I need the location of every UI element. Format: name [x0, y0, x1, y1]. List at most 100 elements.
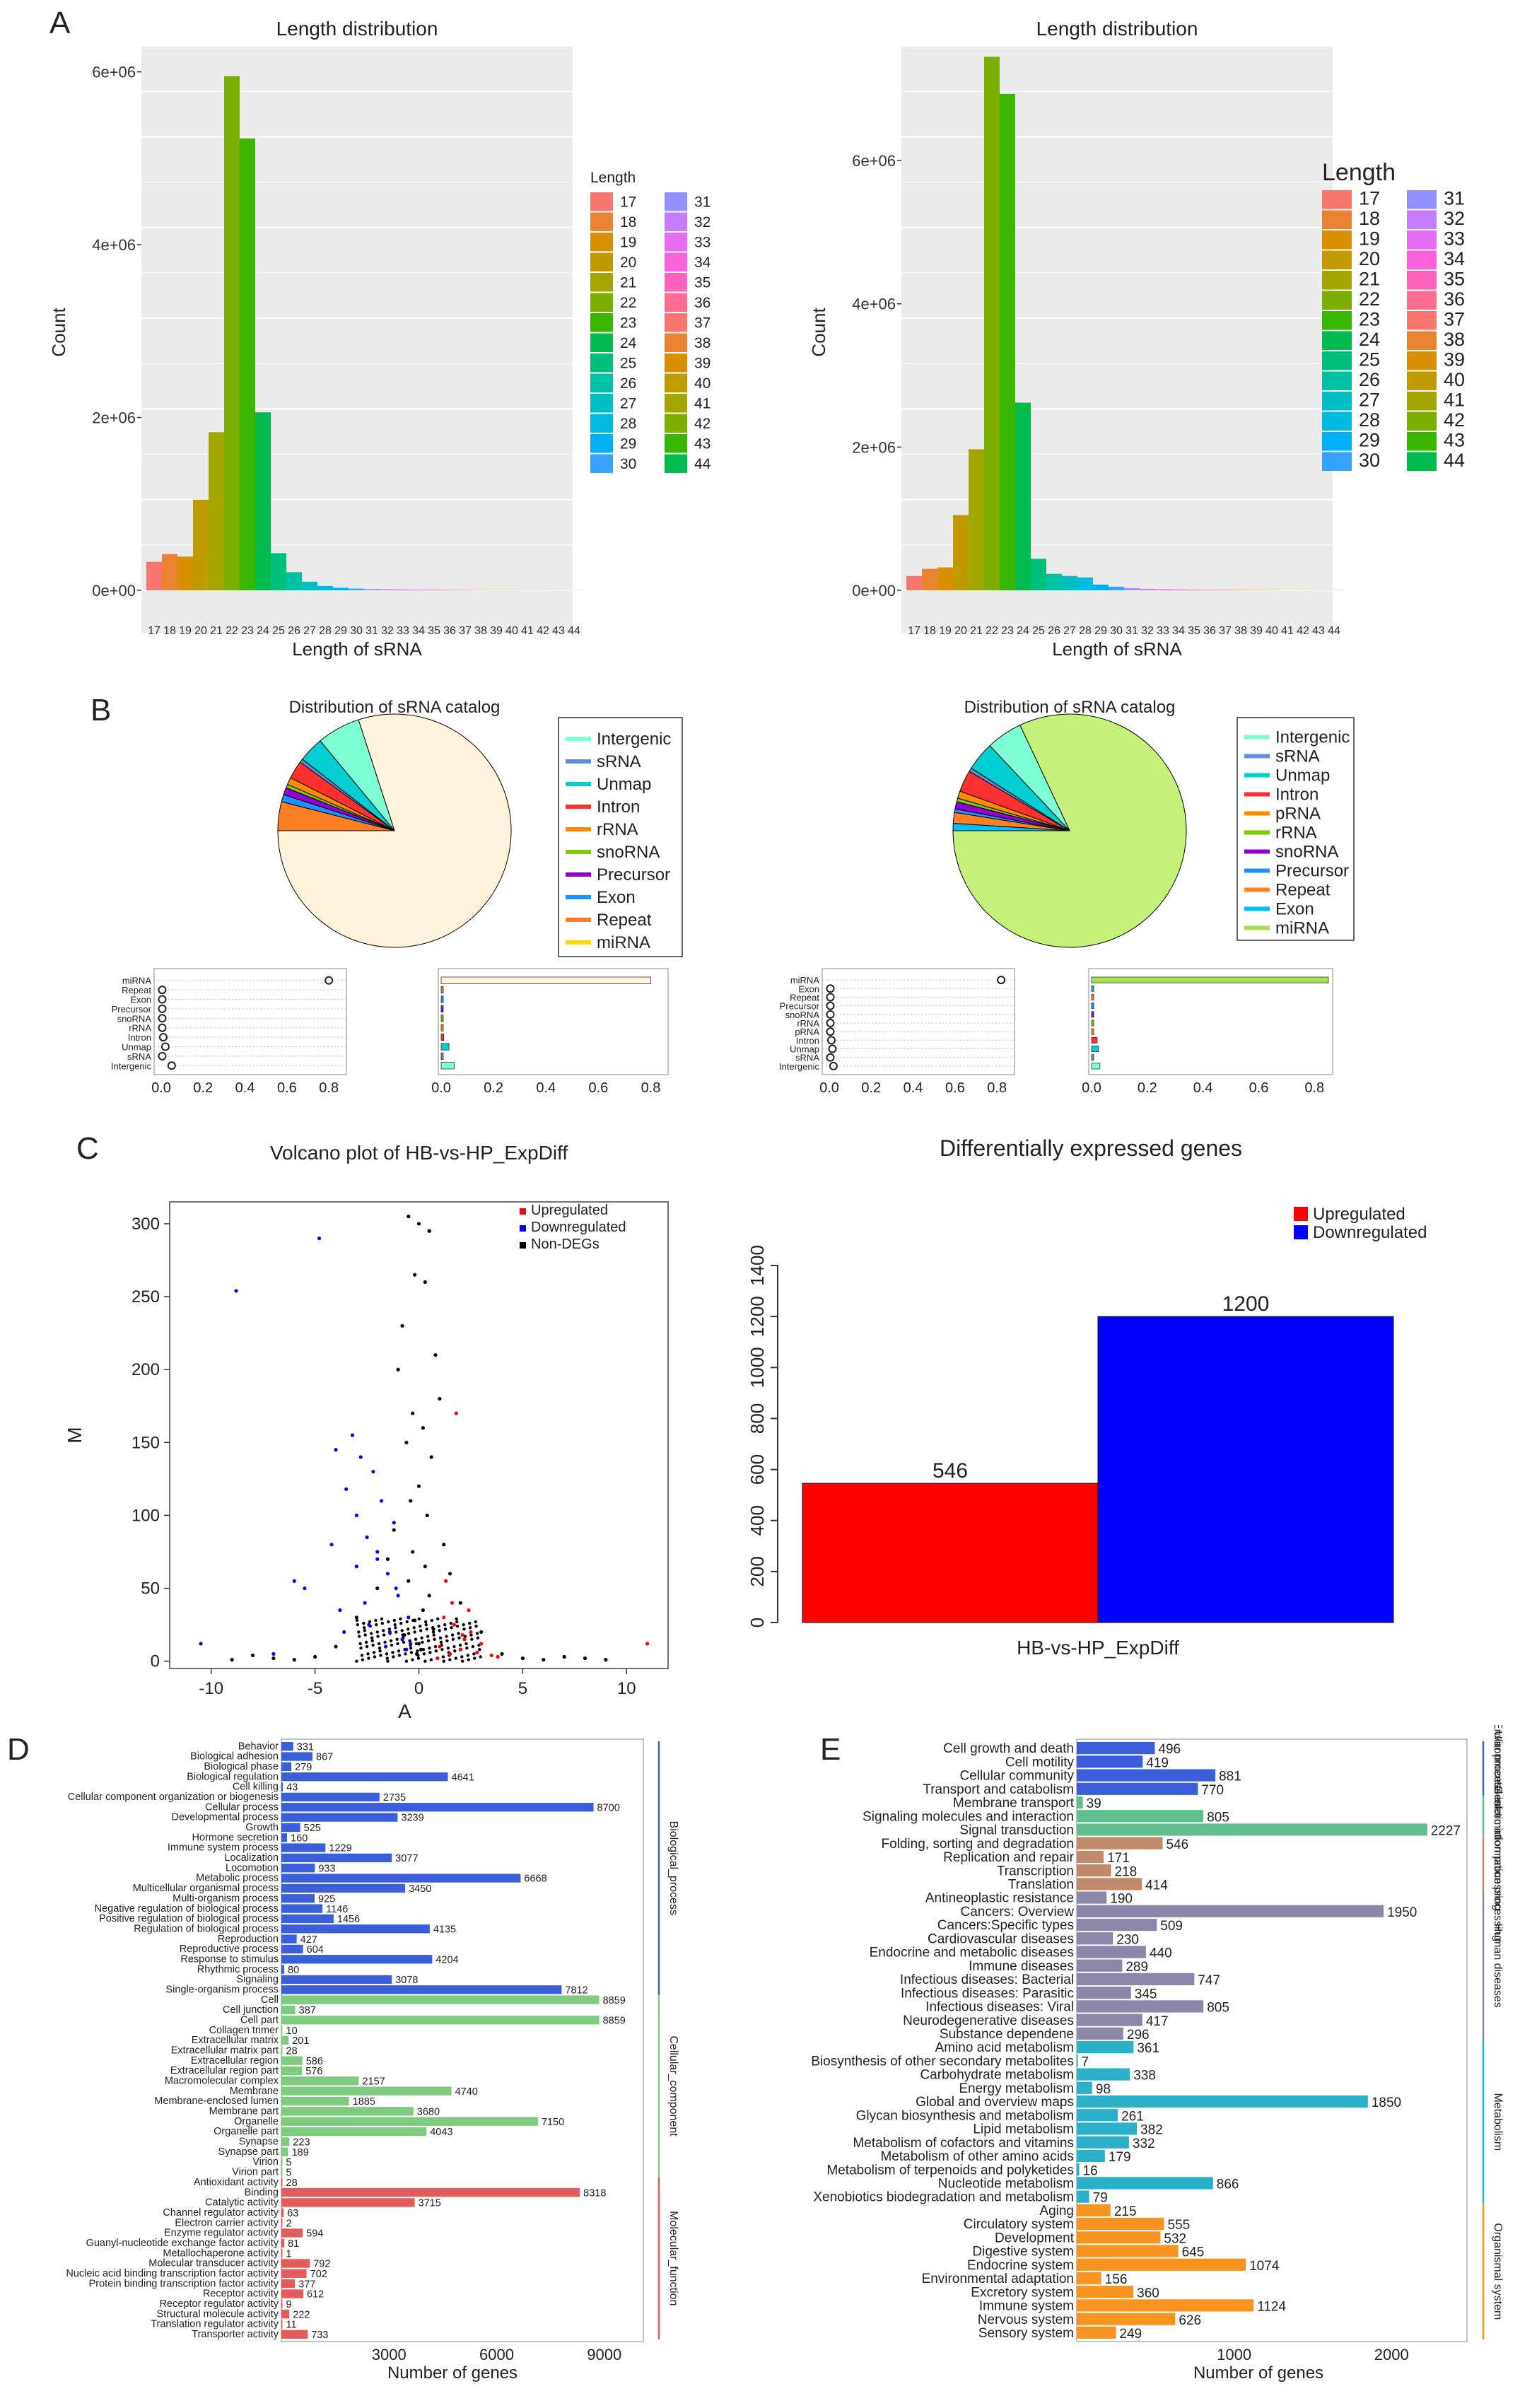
point — [420, 1636, 423, 1640]
x-axis-label: Length of sRNA — [1052, 638, 1182, 660]
category-label: Organelle — [234, 2116, 279, 2127]
bar-value-label: 3680 — [417, 2107, 440, 2118]
point — [438, 1636, 443, 1640]
x-tick-label: 34 — [1172, 625, 1185, 637]
point — [250, 1653, 255, 1658]
category-label: Collagen trimer — [209, 2025, 279, 2036]
bar — [1091, 1063, 1101, 1070]
point — [443, 1627, 448, 1631]
dot-category-label: Unmap — [122, 1042, 151, 1053]
category-label: Synapse — [239, 2137, 279, 2148]
bar — [281, 1864, 315, 1873]
bar — [281, 2320, 283, 2329]
bar — [1077, 1755, 1143, 1768]
bar — [1091, 993, 1094, 1000]
legend-swatch — [1294, 1225, 1308, 1239]
x-tick-label: 40 — [505, 625, 518, 637]
point — [362, 1621, 366, 1625]
point — [496, 1654, 500, 1659]
y-tick-label: 2e+06 — [852, 438, 896, 456]
legend-label: Non-DEGs — [531, 1237, 600, 1252]
category-label: Cell — [261, 1994, 279, 2006]
point — [469, 1630, 473, 1635]
bar — [281, 1894, 315, 1903]
category-label: Cell killing — [233, 1782, 279, 1793]
point — [364, 1640, 368, 1644]
bar — [281, 2228, 303, 2238]
point — [356, 1623, 360, 1627]
group-label: Environmental information processing — [1492, 1725, 1504, 1911]
bar — [440, 1033, 445, 1041]
category-label: Global and overview maps — [916, 2095, 1074, 2110]
bar-value-label: 289 — [1126, 1960, 1148, 1975]
point — [407, 1579, 411, 1583]
bar-value-label: 4204 — [435, 1954, 458, 1965]
dot-category-label: miRNA — [790, 975, 819, 986]
bar — [281, 1803, 594, 1812]
point — [399, 1621, 403, 1625]
bar — [906, 575, 922, 590]
legend-swatch — [1294, 1207, 1308, 1221]
dot-point — [158, 1014, 167, 1023]
legend-swatch — [1322, 190, 1352, 209]
point — [413, 1273, 417, 1277]
bar — [281, 2076, 359, 2086]
point — [390, 1643, 394, 1647]
x-tick-label: 39 — [1250, 625, 1263, 637]
x-tick-label: 44 — [1328, 625, 1340, 637]
x-tick-label: 25 — [1032, 625, 1045, 637]
bar — [1077, 1932, 1113, 1945]
bar-value-label: 361 — [1137, 2041, 1159, 2056]
bar-value-label: 1950 — [1387, 1905, 1417, 1920]
point — [453, 1649, 457, 1653]
bar — [1077, 2122, 1138, 2135]
point — [479, 1630, 484, 1635]
legend-label: 28 — [620, 416, 636, 432]
category-label: Extracellular region — [191, 2055, 279, 2067]
point — [457, 1632, 460, 1635]
point — [442, 1659, 445, 1663]
point — [419, 1624, 422, 1628]
point — [411, 1658, 414, 1661]
legend-swatch — [590, 373, 613, 392]
bar-value-label: 4135 — [433, 1924, 456, 1935]
bar-value-label: 509 — [1160, 1919, 1183, 1934]
y-tick-label: 250 — [131, 1287, 160, 1307]
category-label: Metabolism of terpenoids and polyketides — [826, 2163, 1074, 2178]
legend-swatch — [1407, 210, 1437, 229]
point — [371, 1643, 375, 1647]
bar — [984, 57, 1000, 590]
bar-value-label: 279 — [295, 1762, 312, 1773]
point — [428, 1651, 432, 1654]
bar-value-label: 2735 — [383, 1792, 406, 1804]
bar-x-tick: 0.8 — [641, 1080, 661, 1096]
category-label: Translation — [1008, 1878, 1074, 1893]
dot-category-label: Repeat — [122, 985, 151, 995]
bar — [1093, 584, 1109, 590]
bar-value-label: 223 — [293, 2137, 310, 2149]
bar — [349, 588, 364, 590]
point — [424, 1623, 428, 1627]
bar — [281, 2137, 290, 2146]
x-tick-label: 19 — [939, 625, 952, 637]
bar-value-label: 881 — [1219, 1770, 1241, 1784]
legend-label: 22 — [620, 295, 636, 311]
bar-value-label: 733 — [311, 2330, 328, 2341]
legend-swatch — [1322, 392, 1352, 411]
point — [408, 1639, 411, 1643]
legend-swatch — [1322, 351, 1352, 370]
point — [387, 1630, 392, 1635]
x-tick-label: 5 — [518, 1679, 527, 1698]
category-label: Environmental adaptation — [922, 2272, 1074, 2286]
legend-swatch — [1407, 331, 1437, 350]
point — [478, 1647, 481, 1652]
legend-swatch — [665, 414, 687, 433]
category-label: Substance dependene — [940, 2027, 1074, 2042]
barplot-frame — [1088, 968, 1333, 1075]
point — [370, 1632, 373, 1635]
bar — [281, 2127, 427, 2137]
point — [421, 1608, 425, 1613]
category-label: Endocrine system — [967, 2258, 1074, 2273]
point — [379, 1654, 382, 1657]
legend-swatch — [590, 394, 613, 413]
